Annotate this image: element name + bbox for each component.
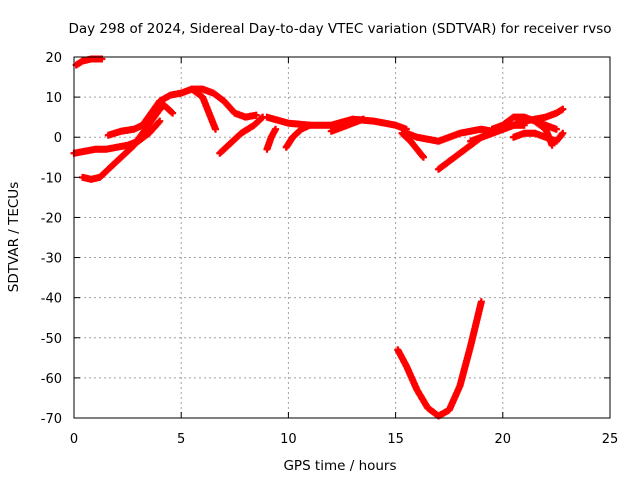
x-tick-label: 25: [602, 432, 619, 447]
data-point: [552, 125, 560, 133]
data-point: [169, 109, 177, 117]
y-tick-label: -30: [41, 252, 62, 267]
series-arc-7: [216, 113, 267, 157]
x-tick-label: 0: [70, 432, 78, 447]
y-tick-label: -70: [41, 412, 62, 427]
y-tick-label: 20: [45, 51, 62, 66]
x-tick-label: 5: [177, 432, 185, 447]
series-arc-15: [467, 105, 567, 145]
y-tick-label: -40: [41, 292, 62, 307]
x-axis-label: GPS time / hours: [283, 458, 396, 474]
y-axis-label: SDTVAR / TECUs: [6, 182, 22, 292]
data-point: [212, 125, 220, 133]
y-tick-label: -10: [41, 171, 62, 186]
data-point: [559, 105, 567, 113]
data-point: [548, 141, 556, 149]
y-tick-label: -50: [41, 332, 62, 347]
data-point: [477, 298, 485, 306]
series-arc-11: [327, 115, 367, 135]
series-arc-6: [188, 85, 220, 133]
series-arc-12: [398, 129, 427, 161]
x-tick-label: 15: [387, 432, 404, 447]
data-point: [559, 129, 567, 137]
data-point: [252, 111, 260, 119]
x-tick-label: 20: [495, 432, 512, 447]
series-arc-19: [394, 298, 485, 420]
data-point: [419, 153, 427, 161]
x-tick-label: 10: [280, 432, 297, 447]
data-point: [359, 115, 367, 123]
chart-title: Day 298 of 2024, Sidereal Day-to-day VTE…: [68, 21, 611, 37]
series-arc-8: [263, 125, 280, 153]
tick-labels: 0 5 10 15 20 25 20 10 0 -10 -20 -30 -40 -50 -60 -70: [41, 51, 619, 447]
series-arc-5: [139, 85, 260, 129]
data-point: [156, 117, 164, 125]
data-point: [272, 125, 280, 133]
y-tick-label: 0: [54, 131, 62, 146]
y-tick-label: 10: [45, 91, 62, 106]
series-arc-18: [531, 117, 556, 149]
plot-frame: [73, 56, 611, 419]
y-tick-label: -60: [41, 372, 62, 387]
y-tick-label: -20: [41, 211, 62, 226]
data-series: [70, 55, 567, 420]
axis-ticks: [73, 56, 611, 419]
